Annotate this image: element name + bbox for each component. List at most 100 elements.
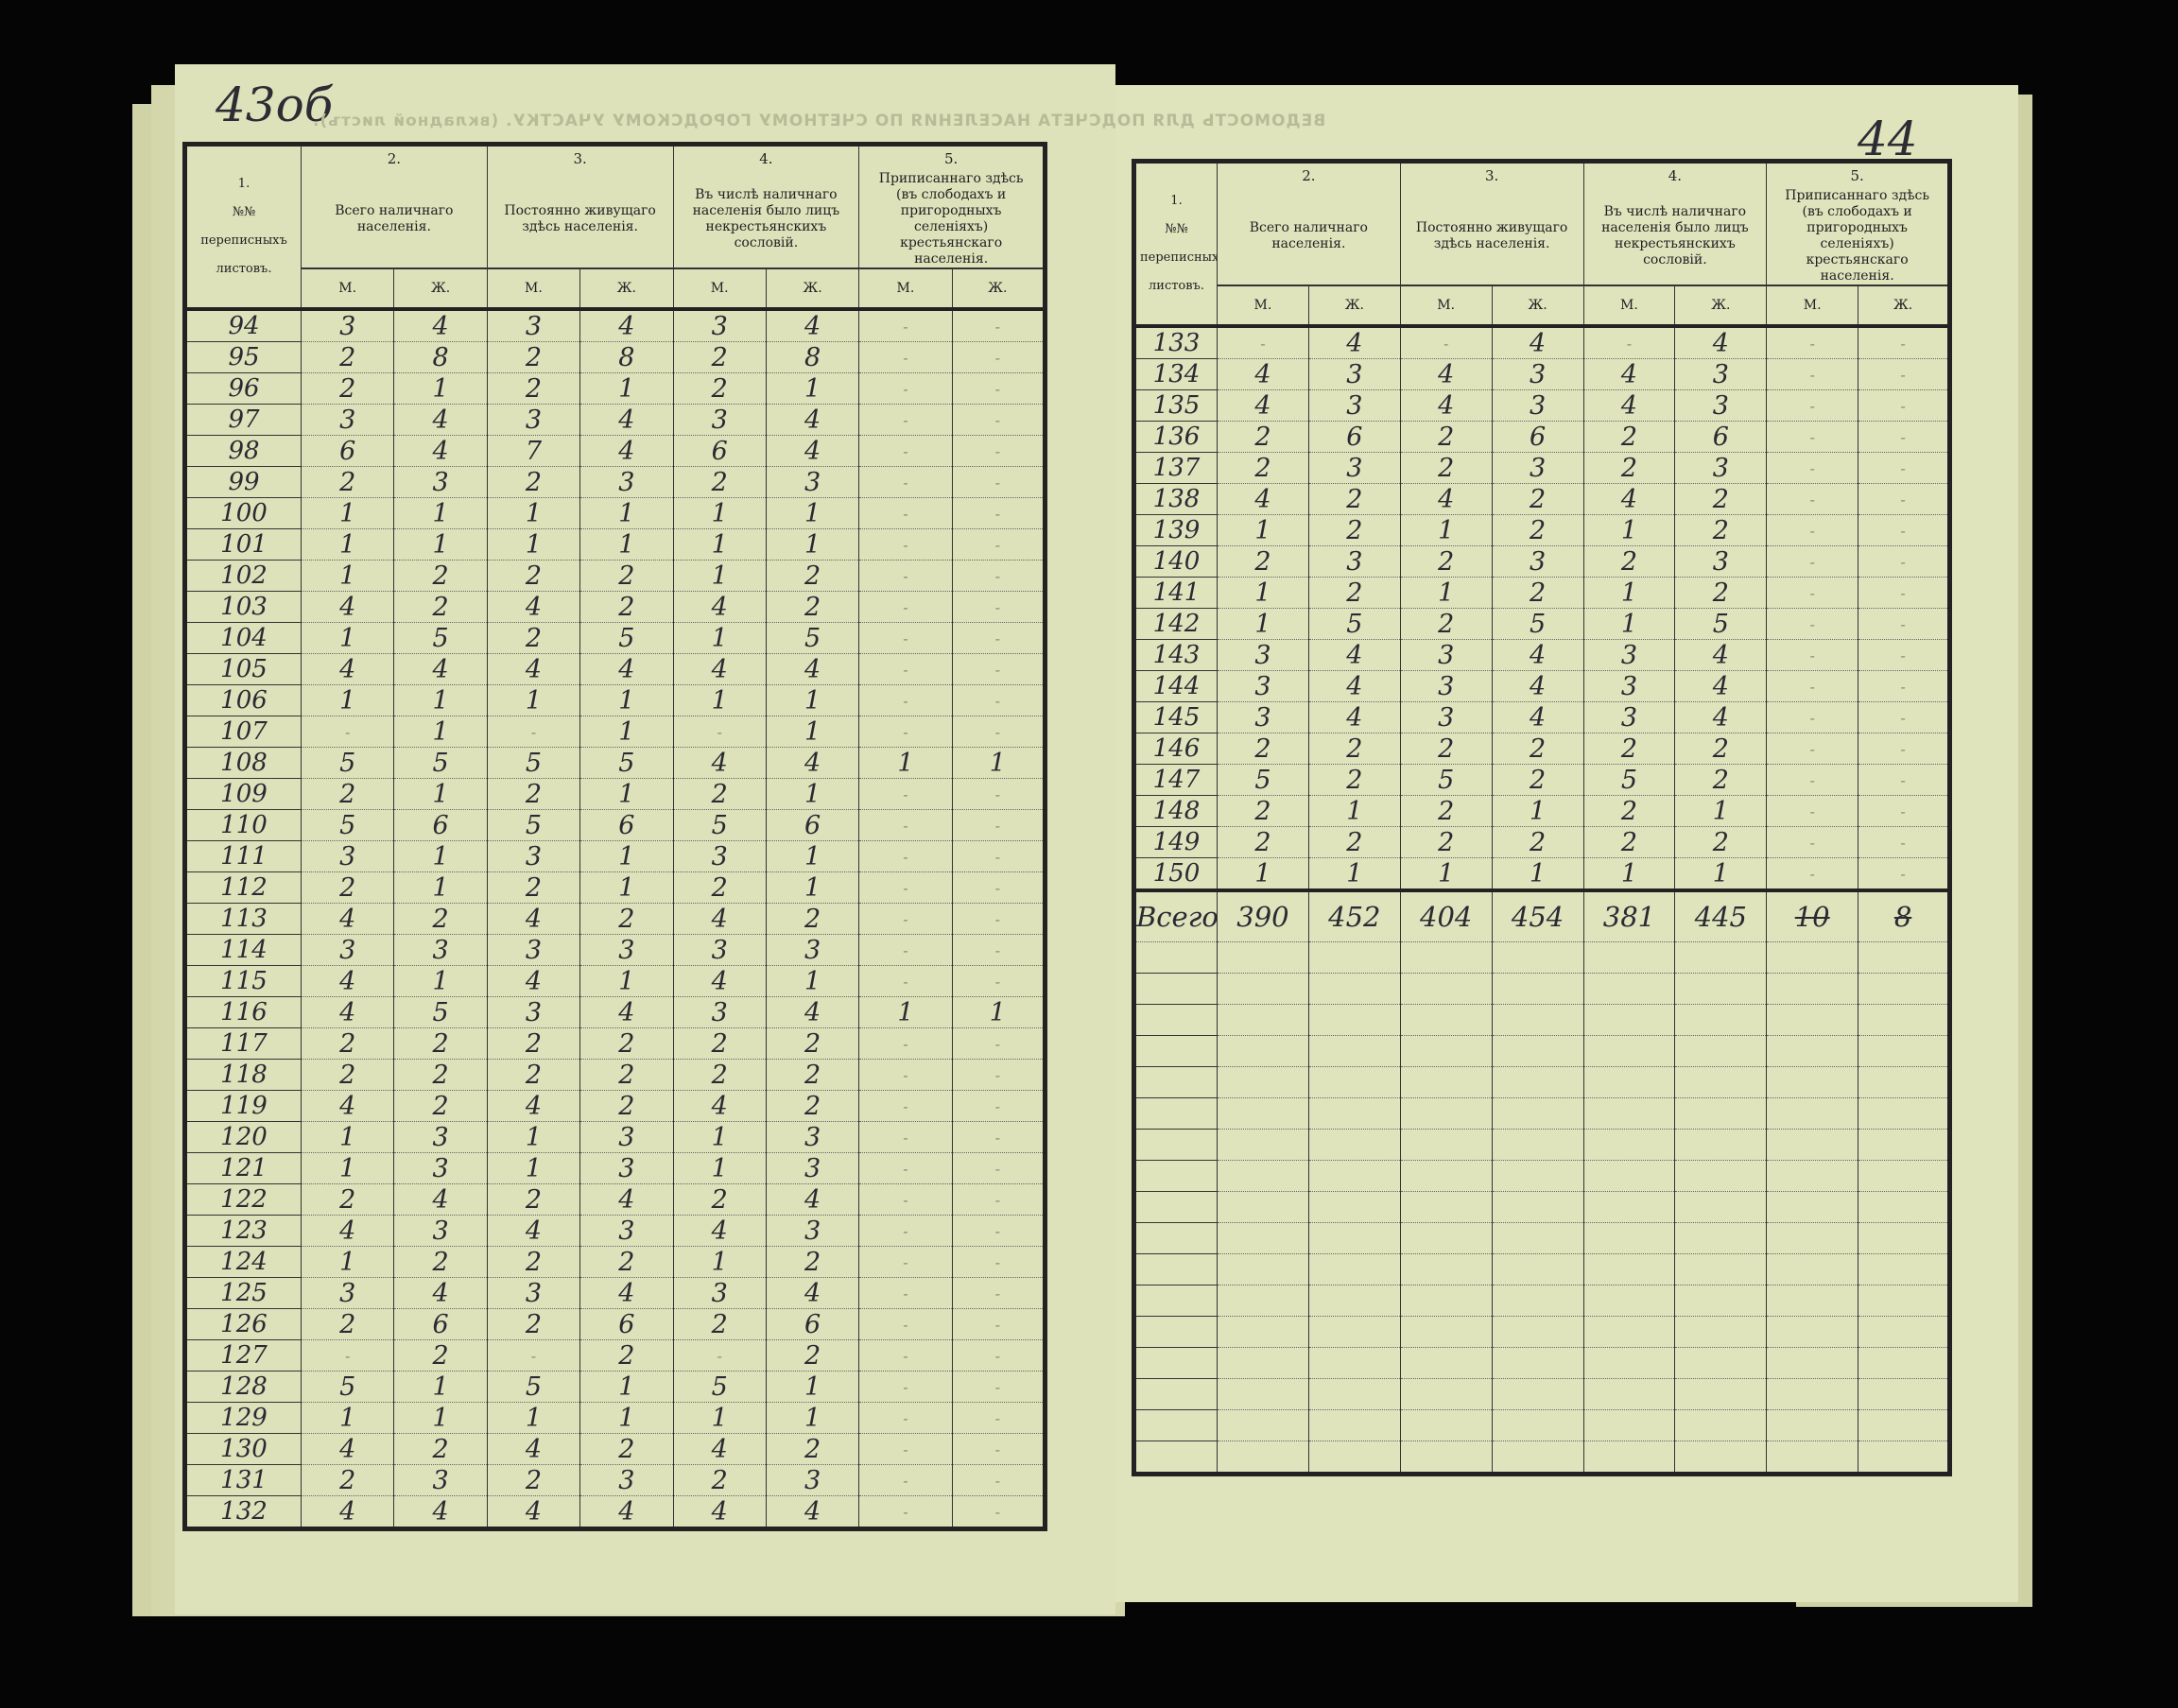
empty-cell [1217, 1409, 1309, 1441]
count-cell: 5 [672, 1371, 767, 1403]
count-cell: - [1399, 326, 1493, 359]
count-cell: - [1766, 421, 1859, 453]
count-cell: - [672, 716, 767, 748]
count-cell: 4 [765, 309, 860, 342]
sheet-number: 130 [184, 1433, 302, 1465]
empty-cell [1582, 1222, 1676, 1254]
sheet-number: 142 [1133, 608, 1218, 640]
sheet-number: 127 [184, 1339, 302, 1372]
empty-row [1133, 1222, 1950, 1254]
count-cell: 2 [300, 372, 395, 405]
count-cell: - [1217, 326, 1309, 359]
count-cell: - [951, 1495, 1046, 1529]
empty-cell [1307, 1253, 1401, 1285]
total-value: 452 [1307, 889, 1401, 942]
count-cell: 4 [579, 1495, 674, 1529]
count-cell: - [951, 1027, 1046, 1060]
count-cell: - [951, 497, 1046, 529]
count-cell: 2 [486, 560, 581, 592]
count-cell: 4 [765, 747, 860, 779]
column-title-4: Въ числѣ наличнаго населенія было лицъ н… [1582, 188, 1768, 285]
count-cell: 2 [765, 903, 860, 935]
count-cell: 3 [579, 1215, 674, 1247]
empty-cell [1133, 1378, 1218, 1410]
count-cell: 2 [579, 1339, 674, 1372]
count-cell: 3 [765, 1464, 860, 1496]
count-cell: - [951, 1121, 1046, 1153]
count-cell: 3 [1582, 639, 1676, 671]
count-cell: 2 [1674, 514, 1768, 546]
empty-cell [1217, 1378, 1309, 1410]
count-cell: 4 [1674, 701, 1768, 733]
empty-cell [1217, 1253, 1309, 1285]
empty-cell [1133, 1222, 1218, 1254]
count-cell: 5 [765, 622, 860, 654]
sheet-number: 131 [184, 1464, 302, 1496]
empty-cell [1307, 1191, 1401, 1223]
count-cell: 4 [393, 404, 488, 436]
empty-row [1133, 1129, 1950, 1161]
table-row: 126 2 6 2 6 2 6- - [184, 1308, 1046, 1340]
count-cell: 5 [1582, 764, 1676, 796]
count-cell: 6 [1674, 421, 1768, 453]
table-row: 132 4 4 4 4 4 4- - [184, 1495, 1046, 1529]
empty-cell [1307, 1222, 1401, 1254]
count-cell: - [951, 1402, 1046, 1434]
count-cell: - [858, 653, 953, 685]
table-row: 142 1 5 2 5 1 5- - [1133, 608, 1950, 640]
empty-cell [1491, 1347, 1584, 1379]
count-cell: 4 [393, 1183, 488, 1216]
count-cell: 5 [1491, 608, 1584, 640]
count-cell: 2 [1491, 733, 1584, 765]
count-cell: 4 [672, 1090, 767, 1122]
empty-cell [1307, 973, 1401, 1005]
count-cell: - [858, 871, 953, 904]
empty-cell [1582, 1253, 1676, 1285]
empty-cell [1674, 1316, 1768, 1348]
empty-row [1133, 1347, 1950, 1379]
count-cell: 4 [393, 653, 488, 685]
count-cell: 2 [1582, 826, 1676, 858]
empty-cell [1307, 1129, 1401, 1161]
sheet-number: 108 [184, 747, 302, 779]
table-row: 145 3 4 3 4 3 4- - [1133, 701, 1950, 733]
count-cell: 2 [1582, 421, 1676, 453]
count-cell: 2 [1399, 545, 1493, 578]
empty-cell [1491, 1160, 1584, 1192]
empty-cell [1307, 1441, 1401, 1475]
female-header: Ж. [1674, 285, 1768, 328]
count-cell: 1 [579, 716, 674, 748]
sheet-number: 145 [1133, 701, 1218, 733]
count-cell: - [951, 528, 1046, 561]
count-cell: 2 [1674, 826, 1768, 858]
count-cell: 1 [672, 497, 767, 529]
empty-cell [1858, 973, 1950, 1005]
count-cell: 4 [672, 903, 767, 935]
count-cell: 1 [300, 1402, 395, 1434]
empty-cell [1491, 1035, 1584, 1067]
count-cell: - [951, 903, 1046, 935]
count-cell: 1 [858, 996, 953, 1028]
count-cell: - [858, 1183, 953, 1216]
count-cell: 1 [672, 1152, 767, 1184]
empty-cell [1399, 1316, 1493, 1348]
count-cell: 4 [486, 1433, 581, 1465]
table-row: 106 1 1 1 1 1 1- - [184, 684, 1046, 716]
male-header: М. [1399, 285, 1493, 328]
empty-cell [1217, 1285, 1309, 1317]
empty-cell [1133, 1347, 1218, 1379]
empty-row [1133, 1253, 1950, 1285]
count-cell: 4 [1217, 389, 1309, 422]
male-header: М. [1217, 285, 1309, 328]
empty-cell [1399, 1441, 1493, 1475]
count-cell: 3 [393, 466, 488, 498]
count-cell: 2 [300, 341, 395, 373]
count-cell: 2 [393, 1027, 488, 1060]
empty-cell [1674, 1129, 1768, 1161]
count-cell: 2 [1582, 795, 1676, 827]
sheet-number: 115 [184, 965, 302, 997]
sheet-number: 122 [184, 1183, 302, 1216]
empty-cell [1491, 973, 1584, 1005]
count-cell: 1 [393, 716, 488, 748]
table-row: 138 4 2 4 2 4 2- - [1133, 483, 1950, 515]
